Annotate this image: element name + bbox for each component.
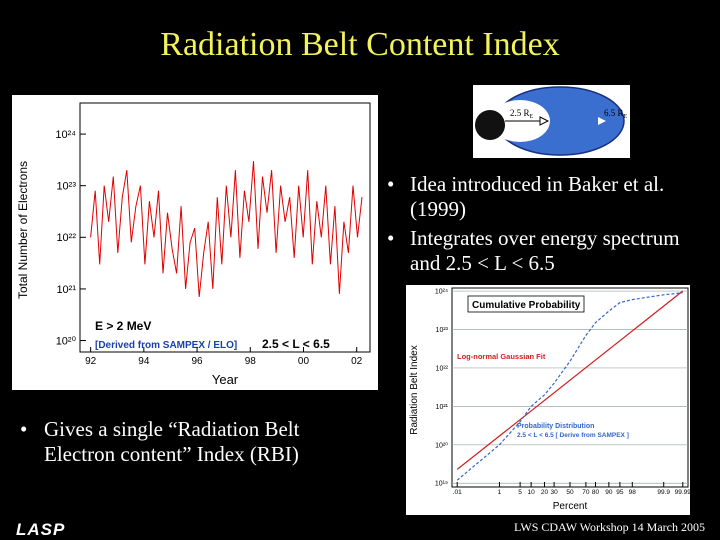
bullet-dot: • [387, 226, 394, 250]
x-tick-label: .01 [453, 489, 462, 496]
plot-frame [79, 102, 371, 353]
annotation: [Derived from SAMPEX / ELO] [95, 340, 237, 351]
series-line [90, 161, 363, 297]
bullet-box: Gives a single “Radiation Belt Electron … [44, 417, 300, 466]
x-axis-label: Percent [553, 501, 588, 512]
annotation-box [467, 295, 585, 313]
y-axis-label: Radiation Belt Index [409, 345, 420, 435]
x-tick-label: 1 [498, 489, 502, 496]
x-tick-label: 5 [518, 489, 522, 496]
x-tick-label: 70 [582, 489, 590, 496]
logo: LASP [16, 520, 65, 539]
chart-panel [12, 95, 378, 390]
bullet-dot: • [387, 172, 394, 196]
x-tick-label: 95 [616, 489, 624, 496]
y-tick-label: 10²³ [56, 181, 76, 193]
y-tick-label: 10²⁴ [435, 288, 448, 295]
x-tick-label: 96 [192, 356, 204, 367]
arrow-head [598, 117, 606, 125]
y-tick-label: 10²⁴ [55, 129, 76, 141]
x-tick-label: 99.9 [657, 489, 670, 496]
x-tick-label: 99.99 [675, 489, 692, 496]
label-text: 6.5 R [604, 108, 624, 118]
x-tick-label: 30 [550, 489, 558, 496]
label-sub: E [624, 114, 628, 120]
x-tick-label: 20 [541, 489, 549, 496]
slide-title: Radiation Belt Content Index [160, 26, 559, 63]
x-tick-label: 98 [629, 489, 637, 496]
annotation: Probability Distribution [517, 423, 594, 430]
y-tick-label: 10²⁰ [435, 441, 448, 449]
y-tick-label: 10²³ [436, 327, 449, 334]
series-line [456, 290, 684, 470]
x-tick-label: 98 [245, 356, 257, 367]
annotation: 2.5 < L < 6.5 [262, 337, 330, 351]
diagram-label: 6.5 RE [604, 108, 628, 120]
diagram-label: 2.5 RE [510, 108, 534, 120]
x-tick-label: 80 [592, 489, 600, 496]
bullet-text: Integrates over energy spectrum and 2.5 … [410, 226, 680, 275]
y-tick-label: 10¹⁹ [435, 481, 448, 488]
x-tick-label: 10 [528, 489, 536, 496]
x-tick-label: 92 [85, 356, 97, 367]
label-text: 2.5 R [510, 108, 530, 118]
series-line [456, 292, 683, 481]
y-tick-label: 10²² [436, 365, 449, 372]
x-tick-label: 90 [605, 489, 613, 496]
bullet-dot: • [20, 417, 27, 441]
bullet-box: Integrates over energy spectrum and 2.5 … [410, 226, 680, 275]
x-tick-label: 00 [298, 356, 310, 367]
y-tick-label: 10²¹ [436, 404, 449, 411]
annotation: E > 2 MeV [95, 319, 151, 333]
footer: LWS CDAW Workshop 14 March 2005 [514, 520, 705, 534]
arrow-head [539, 116, 550, 126]
x-axis-label: Year [212, 372, 239, 387]
x-tick-label: 50 [566, 489, 574, 496]
annotation: Cumulative Probability [472, 300, 581, 311]
y-tick-label: 10²⁰ [56, 335, 77, 347]
earth [475, 110, 505, 140]
x-tick-label: 94 [138, 356, 150, 367]
y-tick-label: 10²¹ [56, 284, 76, 296]
bullet-text: Gives a single “Radiation Belt Electron … [44, 417, 300, 466]
bullet-box: Idea introduced in Baker et al. (1999) [410, 172, 665, 221]
annotation: 2.5 < L < 6.5 [ Derive from SAMPEX ] [517, 432, 629, 439]
bullet-text: Idea introduced in Baker et al. (1999) [410, 172, 665, 221]
y-tick-label: 10²² [56, 232, 76, 244]
label-sub: E [530, 114, 534, 120]
annotation: Log-normal Gaussian Fit [457, 352, 546, 361]
y-axis-label: Total Number of Electrons [16, 161, 30, 299]
x-tick-label: 02 [351, 356, 363, 367]
